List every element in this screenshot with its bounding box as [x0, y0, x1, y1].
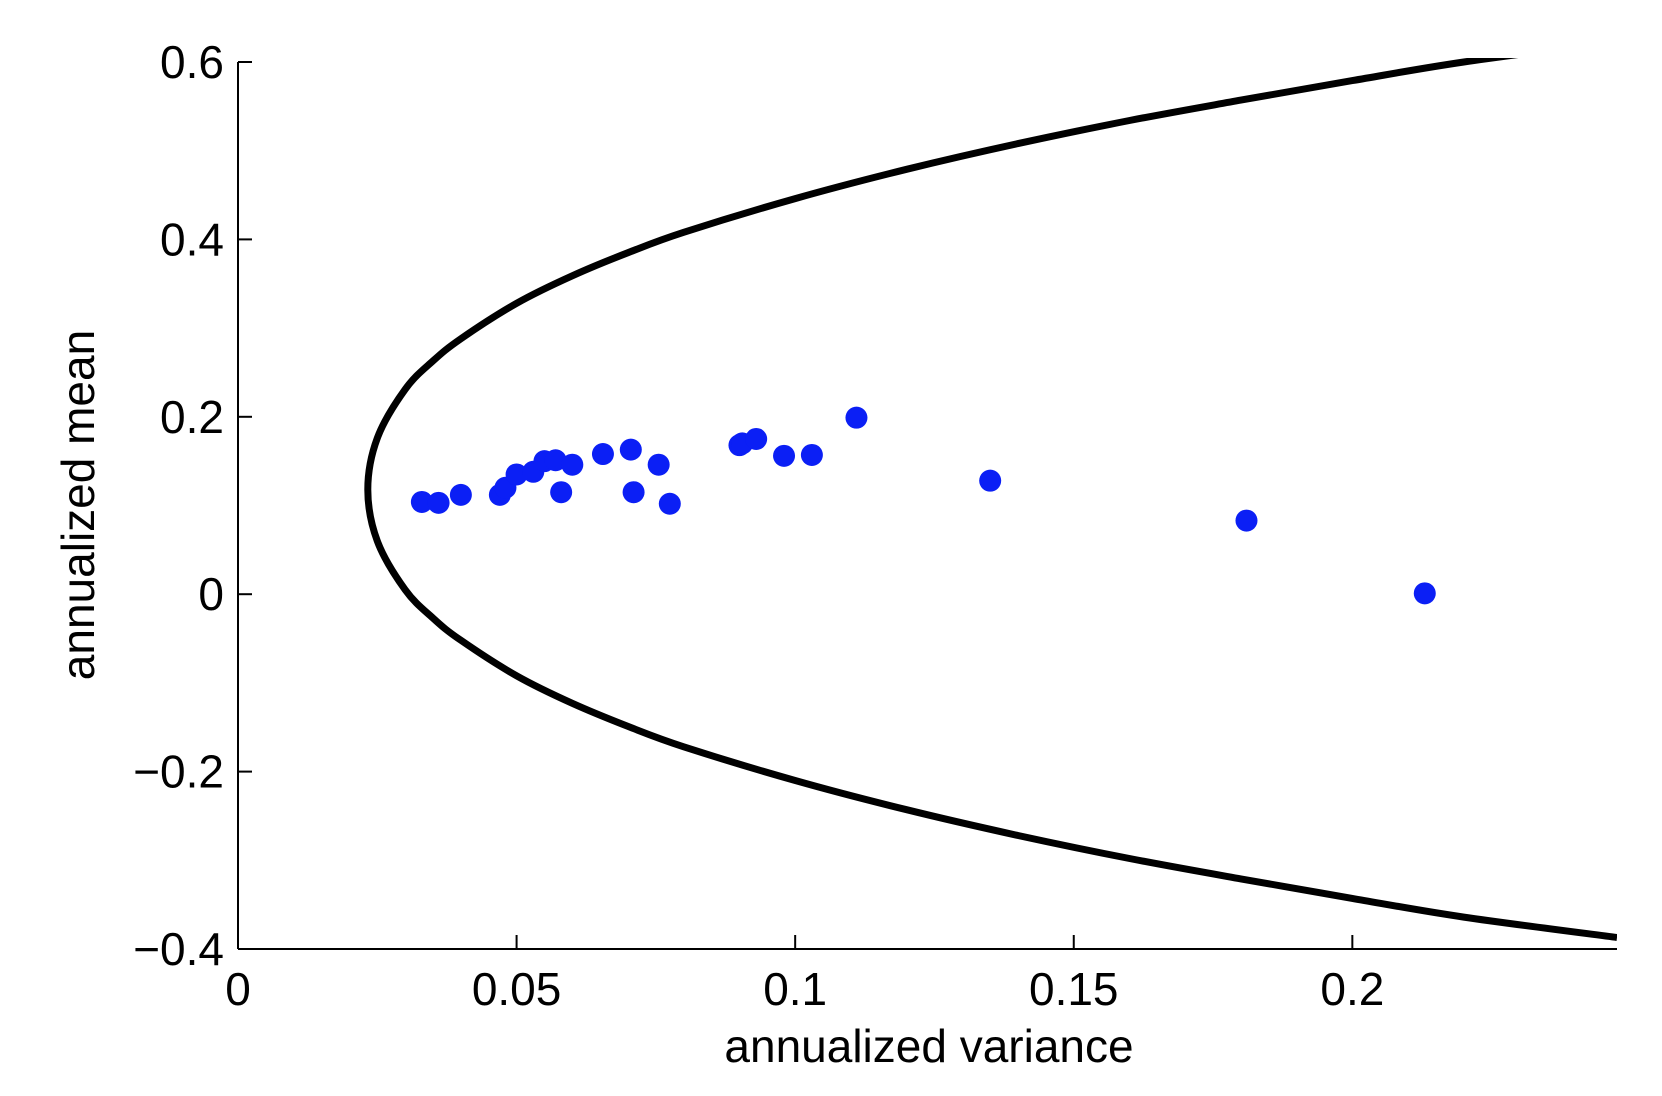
x-tick-label: 0.2 — [1320, 963, 1384, 1015]
y-tick-label: 0.2 — [160, 391, 224, 443]
data-point — [449, 483, 472, 506]
data-point — [658, 492, 681, 515]
data-point — [979, 469, 1002, 492]
y-tick-label: 0.6 — [160, 36, 224, 88]
y-tick-label: 0.4 — [160, 213, 224, 265]
data-point — [619, 438, 642, 461]
data-point — [800, 443, 823, 466]
data-point — [1413, 582, 1436, 605]
data-point — [561, 453, 584, 476]
frontier-curve — [364, 58, 1617, 941]
axes — [237, 62, 1617, 950]
data-point — [505, 463, 528, 486]
frontier-layer — [364, 58, 1617, 941]
data-point — [427, 491, 450, 514]
x-tick-label: 0.1 — [763, 963, 827, 1015]
x-tick-label: 0 — [225, 963, 251, 1015]
data-point — [550, 481, 573, 504]
ticks-layer: 0 0.05 0.1 0.15 0.2 −0.4 −0.2 0 0.2 0.4 0.6 — [133, 36, 1384, 1015]
data-point — [544, 449, 567, 472]
y-tick-label: 0 — [198, 568, 224, 620]
points-layer — [410, 406, 1436, 605]
data-point — [647, 453, 670, 476]
x-tick-label: 0.15 — [1029, 963, 1119, 1015]
data-point — [845, 406, 868, 429]
data-point — [591, 443, 614, 466]
y-tick-label: −0.4 — [133, 923, 224, 975]
data-point — [1235, 509, 1258, 532]
y-axis-label: annualized mean — [52, 330, 104, 680]
x-axis-label: annualized variance — [724, 1020, 1133, 1072]
data-point — [745, 427, 768, 450]
data-point — [410, 490, 433, 513]
data-point — [773, 444, 796, 467]
y-tick-label: −0.2 — [133, 746, 224, 798]
x-tick-label: 0.05 — [472, 963, 562, 1015]
data-point — [622, 481, 645, 504]
